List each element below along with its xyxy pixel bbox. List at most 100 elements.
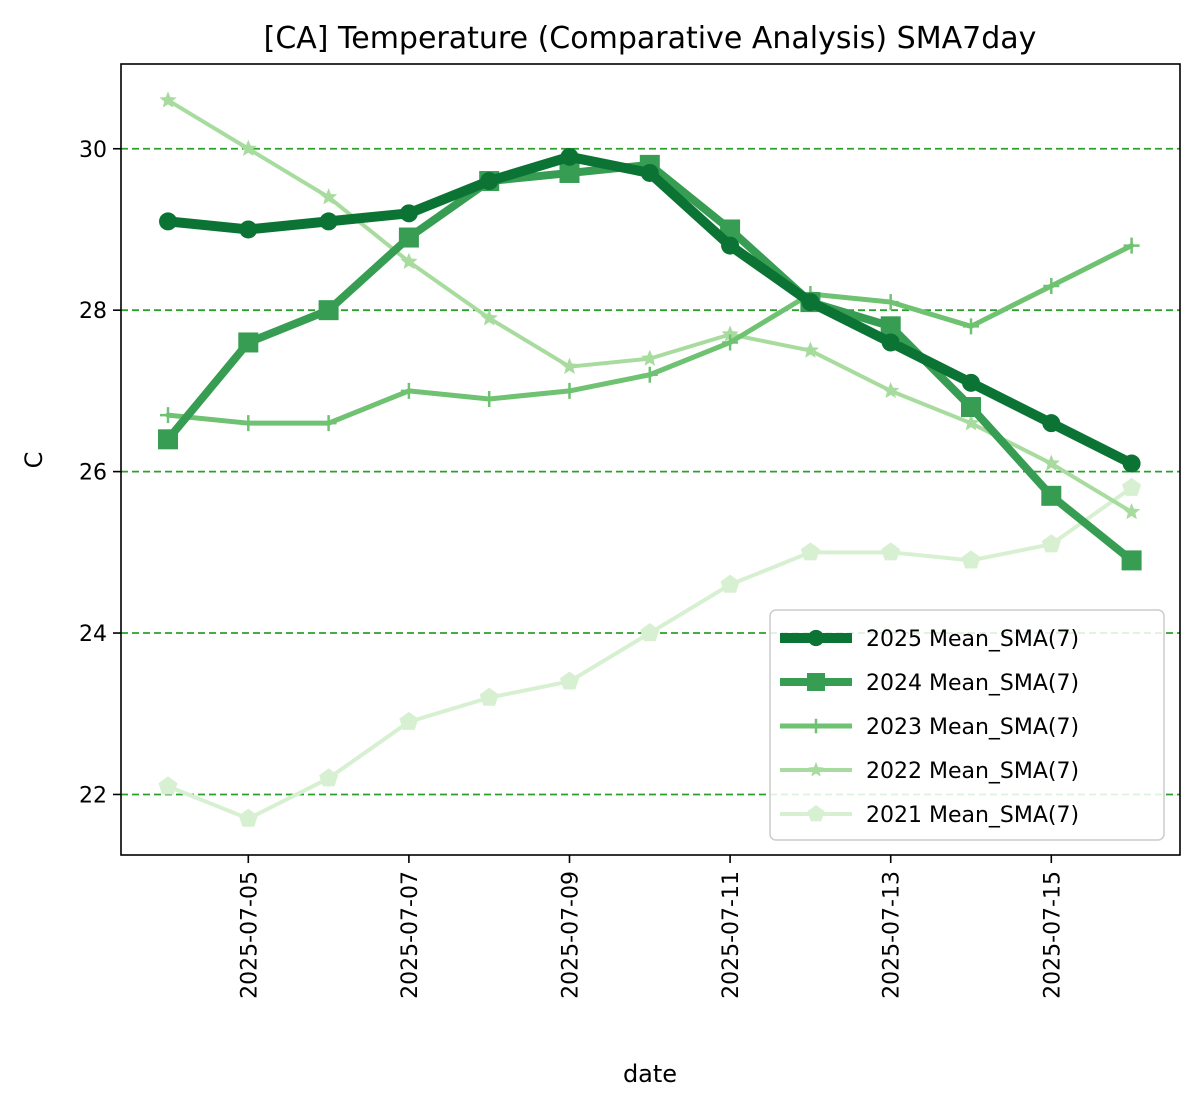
data-point xyxy=(807,805,825,822)
data-point xyxy=(1041,534,1061,553)
data-point xyxy=(881,333,900,352)
legend-item: 2023 Mean_SMA(7) xyxy=(780,715,1079,740)
data-point xyxy=(399,204,418,223)
y-tick-label: 22 xyxy=(79,783,107,808)
x-axis-label: date xyxy=(623,1060,677,1088)
legend-label: 2024 Mean_SMA(7) xyxy=(866,671,1079,696)
data-point xyxy=(808,761,824,777)
data-point xyxy=(963,318,979,335)
series-line xyxy=(165,243,1135,426)
data-point xyxy=(560,357,579,374)
data-point xyxy=(962,414,980,431)
data-point xyxy=(801,293,820,312)
data-point xyxy=(318,300,339,321)
data-point xyxy=(1042,414,1061,433)
data-point xyxy=(882,294,899,311)
series-2025 xyxy=(159,147,1141,473)
data-point xyxy=(239,139,257,157)
x-tick-label: 2025-07-13 xyxy=(880,871,905,999)
data-point xyxy=(400,382,417,399)
x-tick-label: 2025-07-07 xyxy=(398,871,423,999)
data-point xyxy=(881,542,901,561)
data-point xyxy=(1121,550,1142,571)
data-point xyxy=(559,162,580,183)
series-2021 xyxy=(158,477,1142,827)
plot-frame xyxy=(120,63,1181,856)
legend-item: 2021 Mean_SMA(7) xyxy=(780,803,1079,828)
legend-label: 2022 Mean_SMA(7) xyxy=(866,759,1079,784)
x-tick-label: 2025-07-09 xyxy=(559,871,584,999)
data-point xyxy=(882,381,900,399)
series-lines xyxy=(158,91,1142,827)
data-point xyxy=(238,332,259,353)
data-point xyxy=(479,687,499,706)
data-point xyxy=(1122,454,1141,473)
data-point xyxy=(720,574,740,593)
chart-title: [CA] Temperature (Comparative Analysis) … xyxy=(264,21,1037,56)
data-point xyxy=(319,212,338,231)
x-tick-label: 2025-07-15 xyxy=(1040,871,1065,999)
data-point xyxy=(962,373,980,392)
data-point xyxy=(961,397,981,418)
data-point xyxy=(399,711,419,730)
data-point xyxy=(319,768,339,787)
data-point xyxy=(807,673,825,691)
legend: 2025 Mean_SMA(7) 2024 Mean_SMA(7) 2023 Mea… xyxy=(769,609,1165,841)
data-point xyxy=(159,212,177,231)
data-point xyxy=(1122,477,1142,496)
data-point xyxy=(320,188,338,205)
legend-item: 2022 Mean_SMA(7) xyxy=(780,759,1079,784)
data-point xyxy=(238,808,258,827)
data-point xyxy=(480,172,499,191)
data-point xyxy=(641,349,659,366)
legend-item: 2024 Mean_SMA(7) xyxy=(780,671,1079,696)
data-point xyxy=(961,550,981,569)
data-point xyxy=(640,163,659,182)
series-2023 xyxy=(160,237,1140,432)
data-point xyxy=(560,147,579,166)
data-point xyxy=(1123,502,1141,520)
legend-item: 2025 Mean_SMA(7) xyxy=(780,627,1079,652)
legend-label: 2021 Mean_SMA(7) xyxy=(866,803,1079,828)
y-tick-label: 24 xyxy=(79,622,107,647)
data-point xyxy=(880,316,901,337)
data-point xyxy=(159,91,177,108)
y-tick-label: 30 xyxy=(79,138,107,163)
data-point xyxy=(721,236,740,255)
x-tick-label: 2025-07-05 xyxy=(237,871,262,999)
data-point xyxy=(1043,277,1060,294)
data-point xyxy=(640,623,660,642)
data-point xyxy=(398,227,419,248)
series-2022 xyxy=(159,91,1141,520)
data-point xyxy=(807,629,825,647)
data-point xyxy=(1042,454,1060,471)
data-point xyxy=(808,718,824,734)
y-tick-label: 28 xyxy=(79,299,107,324)
data-point xyxy=(480,309,498,326)
data-point xyxy=(158,429,178,450)
legend-box xyxy=(769,609,1165,841)
y-axis-label: C xyxy=(20,452,48,469)
data-point xyxy=(481,390,498,407)
data-point xyxy=(400,252,418,270)
data-point xyxy=(160,407,176,424)
x-tick-label: 2025-07-11 xyxy=(719,871,744,999)
legend-label: 2023 Mean_SMA(7) xyxy=(866,715,1079,740)
data-point xyxy=(1041,485,1062,506)
data-point xyxy=(240,415,257,432)
y-tick-label: 26 xyxy=(79,461,107,486)
data-point xyxy=(801,341,819,358)
data-point xyxy=(239,220,258,239)
data-point xyxy=(320,415,337,432)
axes: 22 24 26 28 30 2025-07-05 2025-07-07 2025-07-09… xyxy=(79,138,1065,999)
data-point xyxy=(158,776,178,795)
data-point xyxy=(800,542,820,561)
legend-label: 2025 Mean_SMA(7) xyxy=(866,627,1079,652)
data-point xyxy=(559,671,580,690)
data-point xyxy=(561,382,578,399)
series-2024 xyxy=(158,154,1142,571)
data-point xyxy=(1123,237,1140,254)
data-point xyxy=(722,334,739,351)
data-point xyxy=(641,366,658,383)
